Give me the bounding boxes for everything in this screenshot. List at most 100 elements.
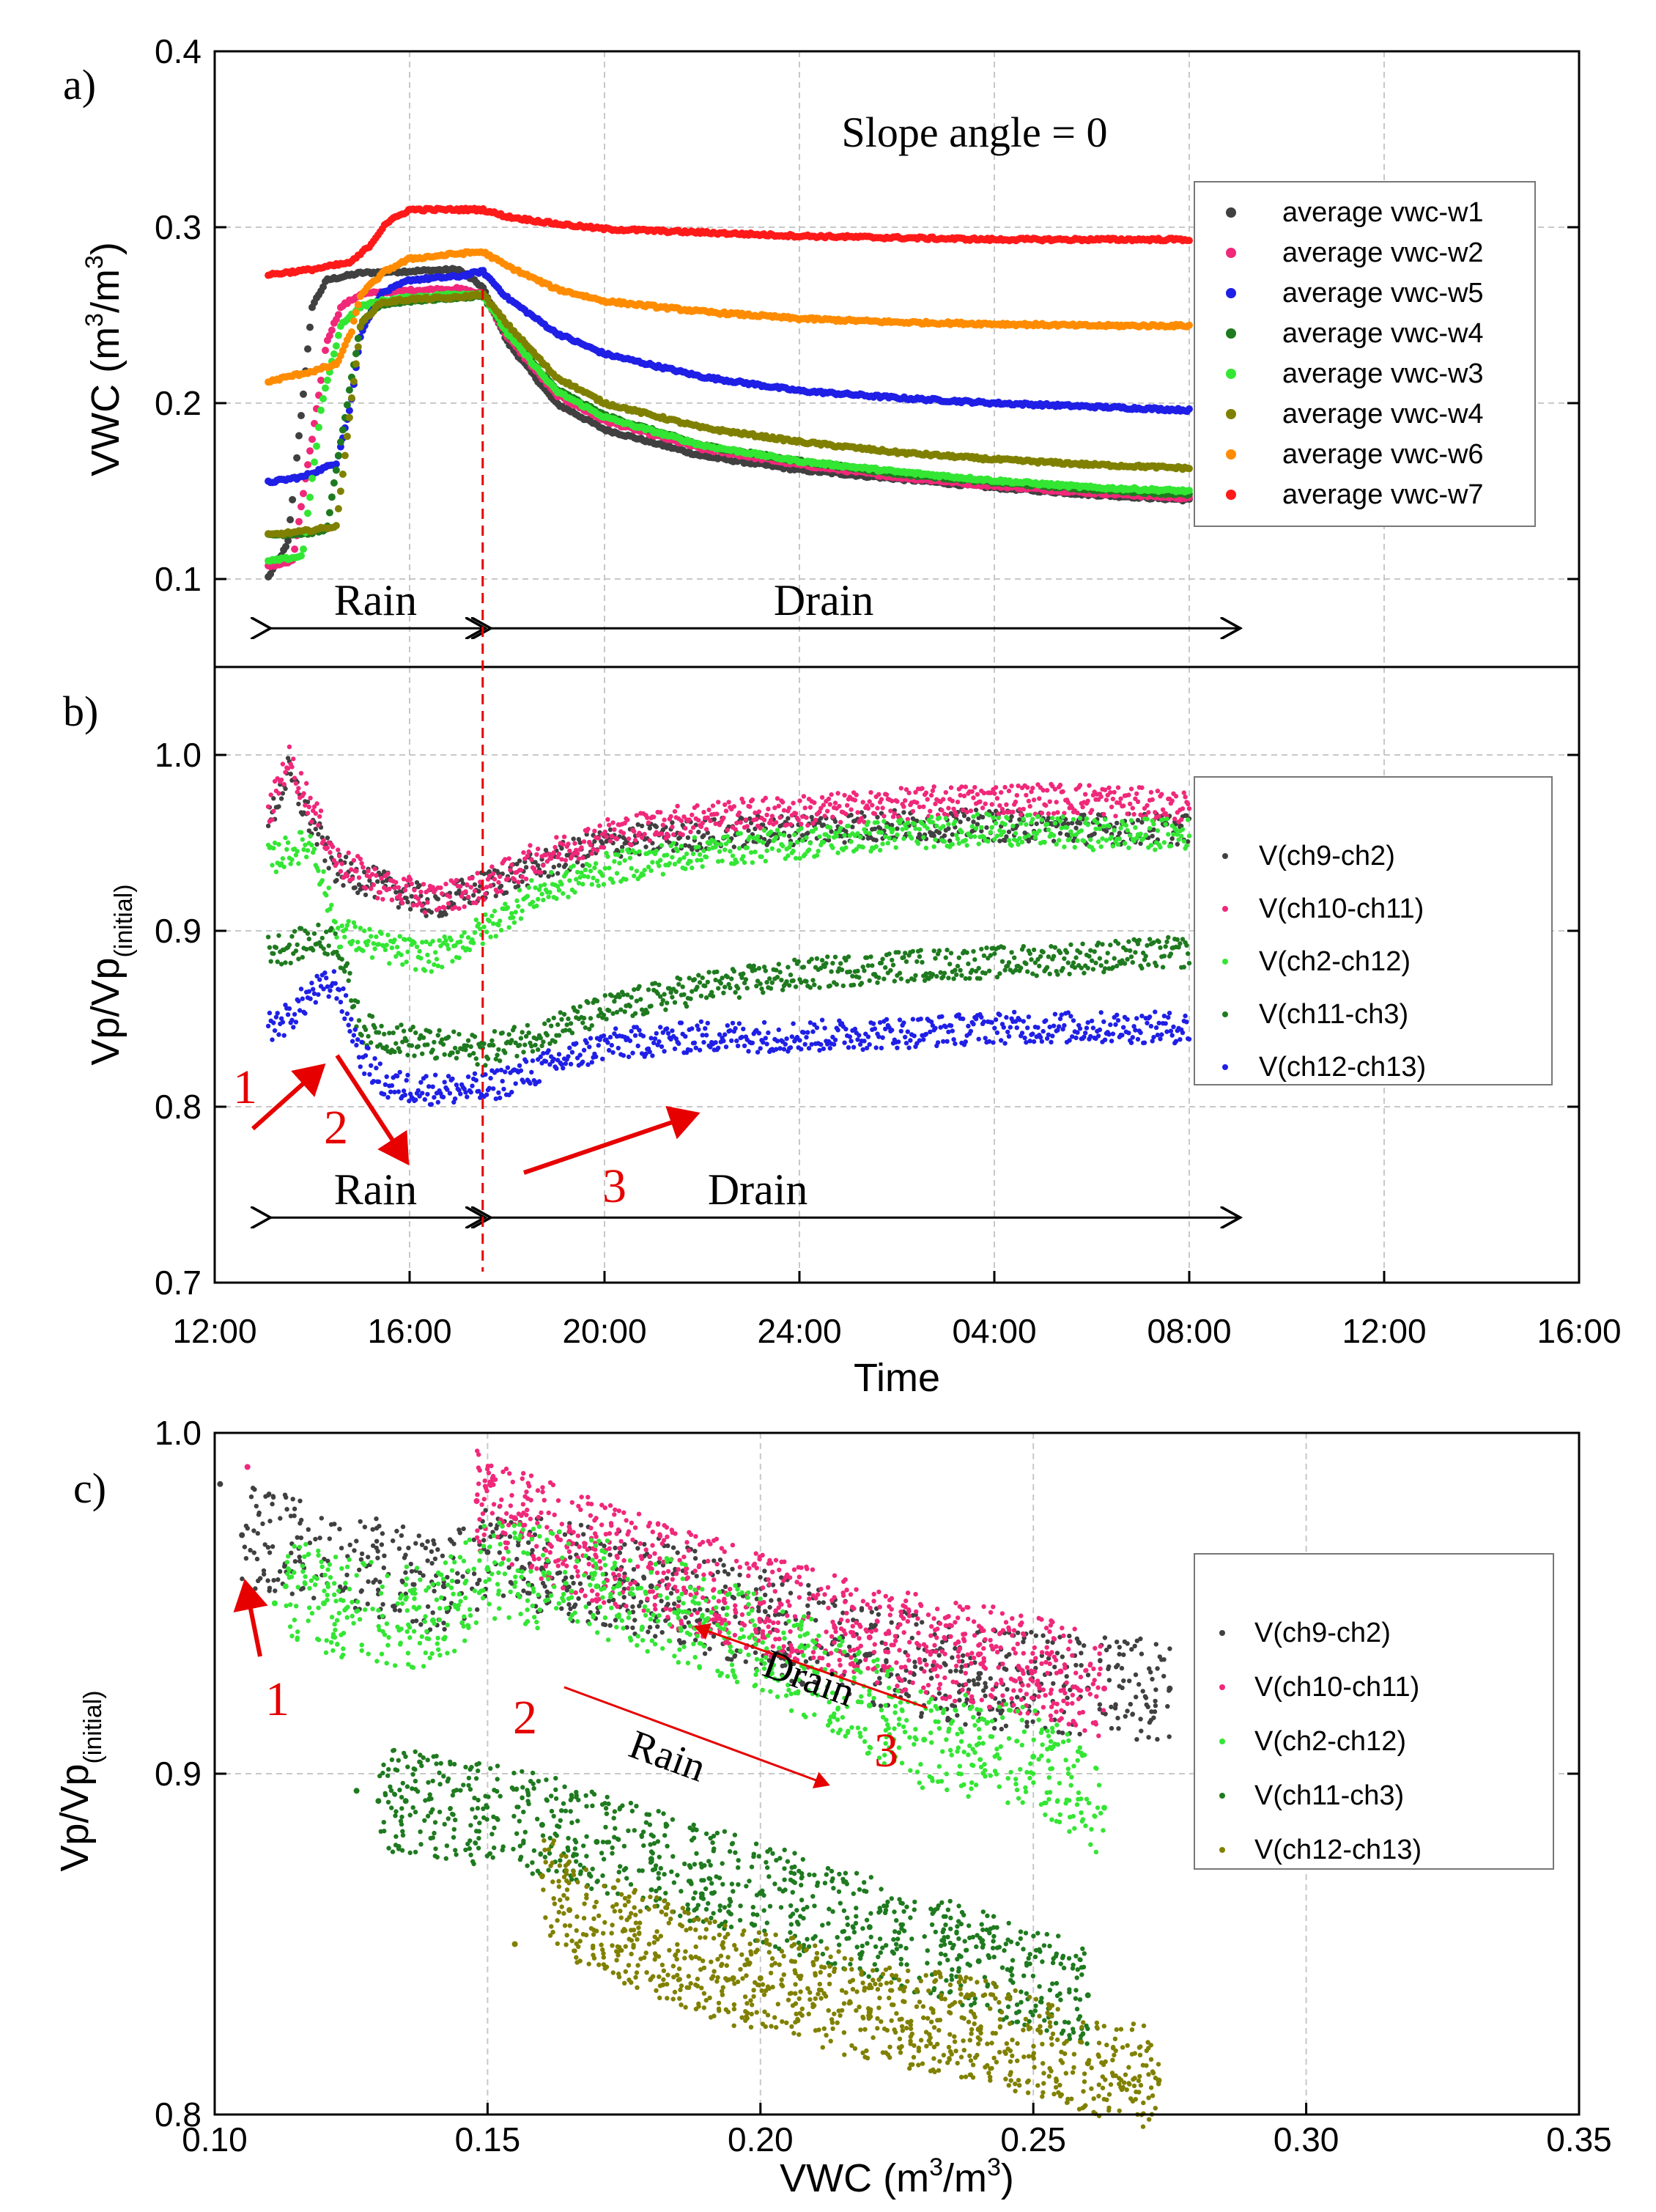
data-point: [541, 863, 546, 868]
data-point: [1125, 811, 1130, 816]
legend-label: average vwc-w1: [1282, 197, 1484, 228]
data-point: [950, 798, 955, 804]
data-point: [763, 795, 769, 801]
data-point: [829, 792, 834, 797]
data-point: [306, 804, 311, 810]
data-point: [402, 937, 408, 943]
data-point: [1186, 237, 1193, 245]
data-point: [471, 893, 476, 898]
data-point: [374, 934, 379, 940]
data-point: [1101, 811, 1106, 817]
data-point: [329, 902, 334, 908]
data-point: [338, 944, 344, 950]
data-point: [278, 796, 284, 801]
data-point: [435, 963, 440, 969]
data-point: [827, 802, 833, 807]
data-point: [567, 848, 572, 854]
y-tick-label: 0.4: [155, 32, 202, 70]
data-point: [417, 948, 422, 954]
legend-marker: [1226, 248, 1236, 258]
data-point: [284, 847, 289, 852]
data-point: [304, 461, 311, 469]
data-point: [334, 877, 339, 883]
data-point: [268, 792, 273, 797]
data-point: [352, 885, 358, 891]
data-point: [405, 949, 410, 954]
data-point: [397, 934, 402, 939]
data-point: [695, 803, 700, 808]
data-point: [306, 493, 314, 501]
data-point: [358, 926, 363, 931]
data-point: [585, 827, 591, 832]
data-point: [385, 871, 391, 877]
data-point: [592, 828, 597, 834]
data-point: [1180, 806, 1186, 811]
data-point: [413, 967, 418, 972]
data-point: [293, 781, 299, 786]
data-point: [563, 858, 569, 863]
data-point: [931, 784, 936, 789]
data-point: [536, 863, 541, 869]
data-point: [296, 801, 301, 807]
data-point: [1186, 321, 1193, 329]
data-point: [309, 842, 314, 848]
data-point: [788, 822, 794, 827]
data-point: [343, 401, 351, 409]
data-point: [305, 848, 311, 853]
data-point: [462, 930, 467, 935]
data-point: [928, 808, 933, 814]
y-tick-label: 0.1: [155, 560, 202, 598]
data-point: [1080, 804, 1085, 810]
data-point: [948, 785, 954, 790]
data-point: [521, 850, 526, 855]
data-point: [1019, 812, 1024, 817]
data-point: [355, 940, 361, 945]
data-point: [992, 791, 997, 796]
data-point: [297, 412, 305, 419]
data-point: [1043, 803, 1049, 808]
data-point: [966, 816, 971, 822]
data-point: [774, 820, 779, 825]
data-point: [1075, 810, 1080, 816]
data-point: [983, 801, 988, 806]
data-point: [1002, 784, 1008, 790]
data-point: [458, 939, 463, 945]
data-point: [295, 517, 303, 526]
data-point: [420, 903, 425, 908]
data-point: [394, 945, 400, 950]
data-point: [350, 377, 358, 386]
series-1: [265, 744, 1192, 915]
data-point: [407, 877, 413, 882]
data-point: [325, 509, 333, 517]
data-point: [870, 803, 875, 808]
data-point: [358, 856, 363, 862]
data-point: [446, 901, 451, 907]
data-point: [672, 808, 678, 814]
data-point: [520, 874, 525, 880]
data-point: [923, 790, 929, 795]
data-point: [1031, 797, 1037, 803]
data-point: [637, 830, 642, 836]
data-point: [1181, 790, 1187, 795]
data-point: [330, 844, 336, 849]
data-point: [1104, 797, 1109, 803]
data-point: [733, 827, 738, 832]
data-point: [1006, 829, 1012, 835]
data-point: [842, 792, 847, 798]
data-point: [346, 918, 351, 924]
data-point: [855, 810, 860, 815]
data-point: [317, 376, 325, 384]
data-point: [346, 850, 351, 855]
data-point: [559, 857, 564, 862]
data-point: [845, 803, 850, 808]
panel-a-legend-box: [1194, 181, 1536, 527]
data-point: [336, 487, 344, 495]
y-tick-label: 0.3: [155, 208, 202, 246]
data-point: [417, 882, 422, 888]
legend-label: average vwc-w6: [1282, 439, 1484, 470]
data-point: [352, 309, 360, 317]
data-point: [1027, 803, 1032, 809]
data-point: [1131, 811, 1136, 817]
data-point: [366, 869, 371, 874]
